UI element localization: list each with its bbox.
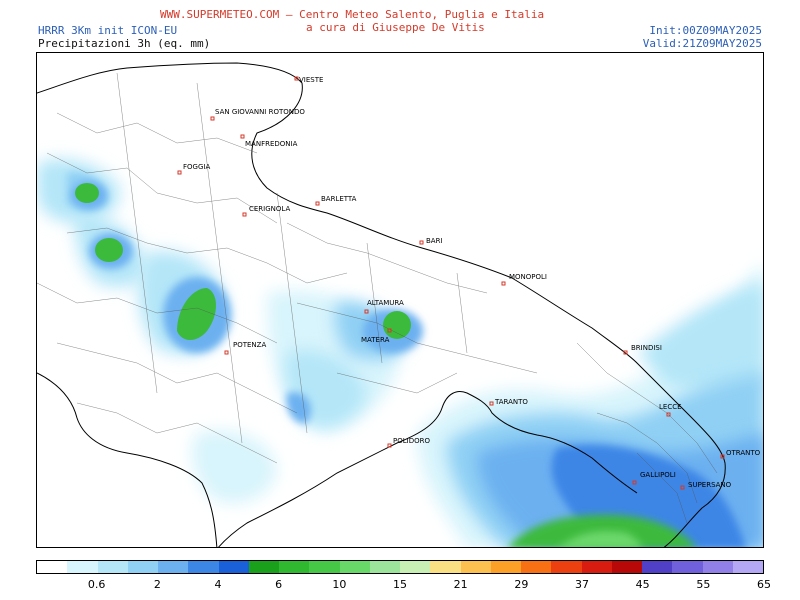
city-label: POTENZA <box>233 341 266 349</box>
legend-swatch <box>490 561 521 573</box>
city-label: BRINDISI <box>631 344 662 352</box>
city-marker <box>240 134 245 139</box>
city-marker <box>242 212 247 217</box>
city-label: BARLETTA <box>321 195 357 203</box>
model-label: HRRR 3Km init ICON-EU <box>38 24 178 37</box>
legend-tick-label: 2 <box>153 578 161 591</box>
legend-tick-label: 15 <box>393 578 407 591</box>
legend-swatch <box>369 561 400 573</box>
city-label: VIESTE <box>299 76 323 84</box>
legend-swatch <box>581 561 612 573</box>
precipitation-legend <box>36 560 764 574</box>
legend-tick-label: 65 <box>757 578 771 591</box>
city-label: LECCE <box>659 403 682 411</box>
coastline <box>37 62 726 547</box>
legend-swatch <box>97 561 128 573</box>
city-label: TARANTO <box>494 398 528 406</box>
city-marker <box>224 350 229 355</box>
city-label: ALTAMURA <box>367 299 404 307</box>
city-marker <box>364 309 369 314</box>
city-label: CERIGNOLA <box>249 205 290 213</box>
legend-tick-label: 45 <box>635 578 650 591</box>
legend-tick-label: 6 <box>275 578 283 591</box>
legend-swatch <box>158 561 189 573</box>
legend-swatch <box>309 561 340 573</box>
legend-swatch <box>339 561 370 573</box>
author-subtitle: a cura di Giuseppe De Vitis <box>306 21 485 34</box>
legend-swatch <box>672 561 703 573</box>
valid-time: Valid:21Z09MAY2025 <box>642 37 762 50</box>
city-marker <box>632 480 637 485</box>
city-marker <box>489 401 494 406</box>
city-marker <box>387 328 392 333</box>
city-label: FOGGIA <box>183 163 210 171</box>
init-time: Init:00Z09MAY2025 <box>649 24 762 37</box>
legend-swatch <box>611 561 642 573</box>
city-label: OTRANTO <box>726 449 761 457</box>
legend-swatch <box>521 561 552 573</box>
city-marker <box>666 412 671 417</box>
city-marker <box>294 76 299 81</box>
city-label: POLIDORO <box>393 437 430 445</box>
legend-swatch <box>279 561 310 573</box>
city-marker <box>501 281 506 286</box>
legend-tick-label: 4 <box>214 578 222 591</box>
site-title: WWW.SUPERMETEO.COM – Centro Meteo Salent… <box>160 8 545 21</box>
admin-boundaries <box>37 72 718 524</box>
legend-swatch <box>37 561 68 573</box>
city-marker <box>623 350 628 355</box>
legend-tick-label: 0.6 <box>87 578 106 591</box>
legend-swatch <box>67 561 98 573</box>
legend-ticks: 0.6 2 4 6 10 15 21 29 37 45 55 65 <box>36 578 771 592</box>
legend-swatch <box>551 561 582 573</box>
city-marker <box>720 454 725 459</box>
city-label: SAN GIOVANNI ROTONDO <box>215 108 305 116</box>
legend-swatch <box>430 561 461 573</box>
legend-swatch <box>188 561 219 573</box>
city-markers: VIESTE SAN GIOVANNI ROTONDO MANFREDONIA … <box>177 76 761 490</box>
city-marker <box>177 170 182 175</box>
city-label: GALLIPOLI <box>640 471 676 479</box>
legend-swatch <box>127 561 158 573</box>
legend-swatch <box>702 561 733 573</box>
variable-label: Precipitazioni 3h (eq. mm) <box>38 37 211 50</box>
city-marker <box>680 485 685 490</box>
city-label: MATERA <box>361 336 390 344</box>
city-marker <box>419 240 424 245</box>
legend-swatch <box>218 561 249 573</box>
legend-tick-label: 37 <box>575 578 589 591</box>
city-label: SUPERSANO <box>688 481 732 489</box>
legend-tick-label: 10 <box>332 578 347 591</box>
legend-swatch <box>642 561 673 573</box>
city-label: MONOPOLI <box>509 273 547 281</box>
legend-swatch <box>400 561 431 573</box>
legend-swatch <box>460 561 491 573</box>
legend-tick-label: 29 <box>514 578 529 591</box>
city-label: BARI <box>426 237 443 245</box>
legend-swatch <box>248 561 279 573</box>
city-marker <box>315 201 320 206</box>
legend-tick-label: 21 <box>453 578 468 591</box>
city-marker <box>210 116 215 121</box>
city-marker <box>387 443 392 448</box>
city-label: MANFREDONIA <box>245 140 298 148</box>
legend-swatch <box>732 561 763 573</box>
precipitation-map: VIESTE SAN GIOVANNI ROTONDO MANFREDONIA … <box>36 52 764 548</box>
legend-tick-label: 55 <box>696 578 711 591</box>
